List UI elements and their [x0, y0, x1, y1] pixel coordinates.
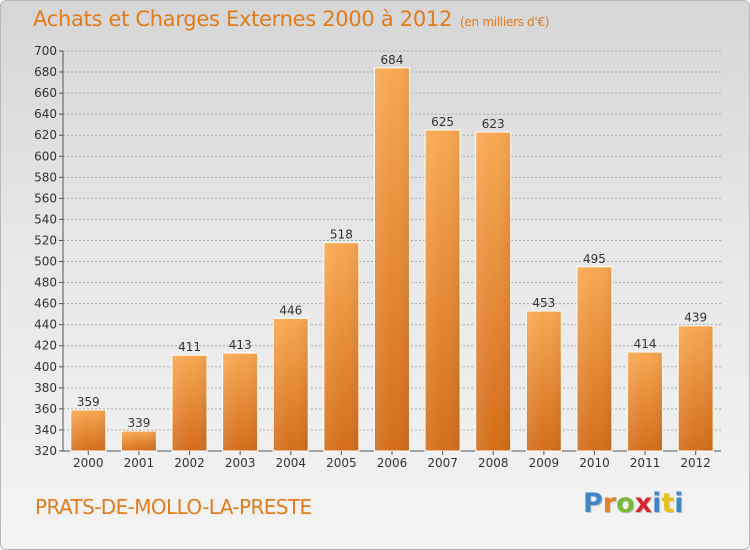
bar-shine: [274, 319, 308, 451]
logo-letter: P: [583, 488, 603, 519]
bar-shine: [71, 410, 105, 451]
logo-letter: t: [661, 488, 675, 519]
bar-shine: [476, 133, 510, 452]
y-tick-label: 580: [34, 170, 57, 184]
x-tick-label: 2008: [478, 456, 509, 470]
bar-group: 625: [424, 115, 461, 452]
y-tick-label: 520: [34, 233, 57, 247]
chart-title-text: Achats et Charges Externes 2000 à 2012: [33, 7, 453, 31]
y-tick-label: 560: [34, 191, 57, 205]
bar-group: 411: [171, 340, 208, 452]
x-tick-label: 2009: [529, 456, 560, 470]
y-tick-label: 460: [34, 297, 57, 311]
x-tick-label: 2011: [630, 456, 661, 470]
logo-letter: i: [674, 488, 684, 519]
y-tick-label: 440: [34, 318, 57, 332]
bar-shine: [223, 354, 257, 451]
x-axis-ticks: 2000 2001 2002 2003 2004 2005 2006 2007 2008 2009…: [73, 451, 711, 470]
bar-group: 453: [525, 296, 562, 452]
bar-shine: [173, 356, 207, 451]
y-tick-label: 660: [34, 86, 57, 100]
bar-shine: [375, 68, 409, 451]
bar-group: 339: [120, 416, 157, 452]
y-tick-label: 320: [34, 444, 57, 458]
bar-group: 439: [677, 311, 714, 452]
bar-group: 518: [323, 228, 360, 452]
x-tick-label: 2005: [326, 456, 357, 470]
y-tick-label: 680: [34, 65, 57, 79]
logo-letter: x: [634, 488, 653, 519]
y-tick-label: 340: [34, 423, 57, 437]
x-tick-label: 2012: [680, 456, 711, 470]
x-tick-label: 2007: [427, 456, 458, 470]
bar-shine: [122, 432, 156, 451]
x-tick-label: 2002: [174, 456, 205, 470]
bar-value-label: 414: [634, 337, 657, 351]
bar-value-label: 623: [482, 117, 505, 131]
chart-subtitle: (en milliers d'€): [460, 15, 550, 29]
x-tick-label: 2003: [225, 456, 256, 470]
bar-value-label: 625: [431, 115, 454, 129]
bar-value-label: 453: [532, 296, 555, 310]
logo-letter: i: [652, 488, 662, 519]
bar-value-label: 439: [684, 311, 707, 325]
proxiti-logo: Proxiti: [583, 488, 684, 519]
bar-value-label: 446: [279, 303, 302, 317]
bar-group: 495: [576, 252, 613, 452]
y-tick-label: 480: [34, 276, 57, 290]
y-tick-label: 380: [34, 381, 57, 395]
y-tick-label: 360: [34, 402, 57, 416]
bar-value-label: 495: [583, 252, 606, 266]
x-tick-label: 2000: [73, 456, 104, 470]
bar-value-label: 684: [381, 53, 404, 67]
y-tick-label: 500: [34, 255, 57, 269]
bar-group: 684: [374, 53, 410, 452]
bar-shine: [324, 243, 358, 451]
bar-shine: [577, 267, 611, 451]
y-tick-label: 600: [34, 149, 57, 163]
x-tick-label: 2001: [124, 456, 155, 470]
bars: 359 339 411 413 446 518 684 625 623 453 495 414 439: [70, 53, 714, 452]
bar-group: 446: [272, 303, 309, 452]
y-tick-label: 540: [34, 212, 57, 226]
bar-value-label: 413: [229, 338, 252, 352]
bar-value-label: 411: [178, 340, 201, 354]
y-tick-label: 620: [34, 128, 57, 142]
chart-title: Achats et Charges Externes 2000 à 2012 (e…: [33, 7, 549, 31]
y-tick-label: 640: [34, 107, 57, 121]
bar-shine: [426, 130, 460, 451]
bar-group: 414: [627, 337, 664, 452]
bar-shine: [628, 353, 662, 451]
bar-value-label: 359: [77, 395, 100, 409]
bar-value-label: 518: [330, 228, 353, 242]
bar-value-label: 339: [127, 416, 150, 430]
y-tick-label: 400: [34, 360, 57, 374]
bar-group: 623: [475, 117, 512, 452]
bar-shine: [527, 312, 561, 451]
x-tick-label: 2006: [377, 456, 408, 470]
bar-group: 359: [70, 395, 107, 452]
logo-letter: o: [616, 488, 635, 519]
town-name: PRATS-DE-MOLLO-LA-PRESTE: [35, 495, 312, 519]
logo-letter: r: [602, 488, 617, 519]
bar-group: 413: [222, 338, 259, 452]
x-tick-label: 2004: [275, 456, 306, 470]
y-tick-label: 420: [34, 339, 57, 353]
y-tick-label: 700: [34, 44, 57, 58]
bar-shine: [679, 326, 713, 451]
x-tick-label: 2010: [579, 456, 610, 470]
